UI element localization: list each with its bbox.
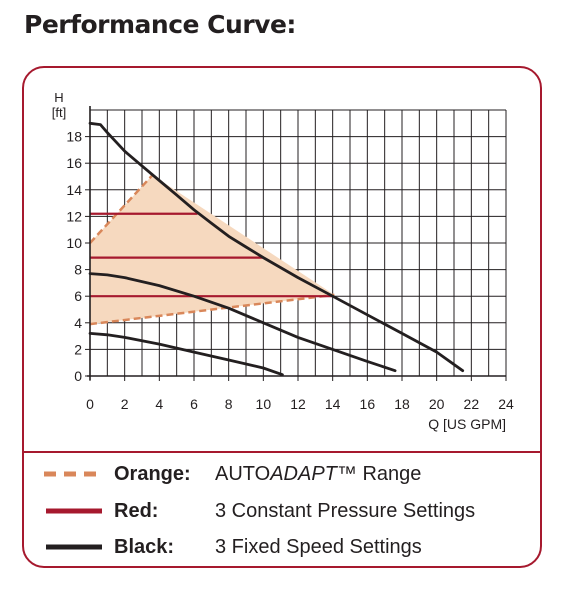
x-tick-label: 16: [360, 396, 376, 412]
y-tick-label: 2: [74, 341, 82, 357]
chart-frame: [22, 66, 542, 568]
legend-name-red: Red:: [114, 499, 159, 522]
x-tick-label: 2: [121, 396, 129, 412]
fixed-speed-curve-1: [88, 121, 465, 373]
x-tick-label: 12: [290, 396, 306, 412]
y-tick-label: 6: [74, 288, 82, 304]
y-tick-label: 16: [66, 155, 82, 171]
autoadapt-range-area: [89, 174, 335, 326]
y-axis-label: H: [54, 90, 63, 105]
x-tick-label: 18: [394, 396, 410, 412]
x-tick-label: 4: [155, 396, 163, 412]
legend-item-black: Black: 3 Fixed Speed Settings: [40, 532, 530, 562]
legend-name-black: Black:: [114, 535, 175, 558]
y-tick-label: 12: [66, 208, 82, 224]
autoadapt-upper-dashed-edge: [89, 174, 154, 244]
legend-desc-black: 3 Fixed Speed Settings: [215, 535, 422, 558]
legend-desc-orange: AUTOADAPT™ Range: [215, 462, 422, 485]
x-tick-label: 20: [429, 396, 445, 412]
fixed-speed-curve-3: [88, 332, 284, 377]
chart-series: [88, 121, 465, 377]
x-tick-label: 0: [86, 396, 94, 412]
x-tick-label: 6: [190, 396, 198, 412]
x-tick-label: 24: [498, 396, 514, 412]
legend-item-red: Red: 3 Constant Pressure Settings: [40, 496, 530, 526]
solid-black-swatch: [46, 544, 102, 550]
x-tick-label: 8: [225, 396, 233, 412]
x-axis-label: Q [US GPM]: [428, 416, 506, 432]
y-axis-unit: [ft]: [52, 105, 66, 120]
y-tick-label: 4: [74, 315, 82, 331]
y-tick-label: 18: [66, 129, 82, 145]
x-tick-label: 22: [464, 396, 480, 412]
legend-name-orange: Orange:: [114, 462, 191, 485]
fixed-speed-curve-2: [88, 272, 397, 373]
x-tick-label: 10: [256, 396, 272, 412]
solid-red-swatch: [46, 508, 102, 514]
y-tick-label: 10: [66, 235, 82, 251]
legend-item-orange: Orange: AUTOADAPT™ Range: [40, 459, 530, 489]
autoadapt-lower-dashed-edge: [89, 293, 335, 326]
autoadapt-range-fill: [90, 175, 335, 325]
x-tick-label: 14: [325, 396, 341, 412]
y-tick-label: 0: [74, 368, 82, 384]
legend-desc-red: 3 Constant Pressure Settings: [215, 499, 476, 522]
y-tick-label: 8: [74, 262, 82, 278]
legend-divider: [24, 451, 542, 453]
page-title: Performance Curve:: [24, 10, 296, 39]
y-tick-label: 14: [66, 182, 82, 198]
dashed-orange-swatch: [44, 471, 104, 477]
